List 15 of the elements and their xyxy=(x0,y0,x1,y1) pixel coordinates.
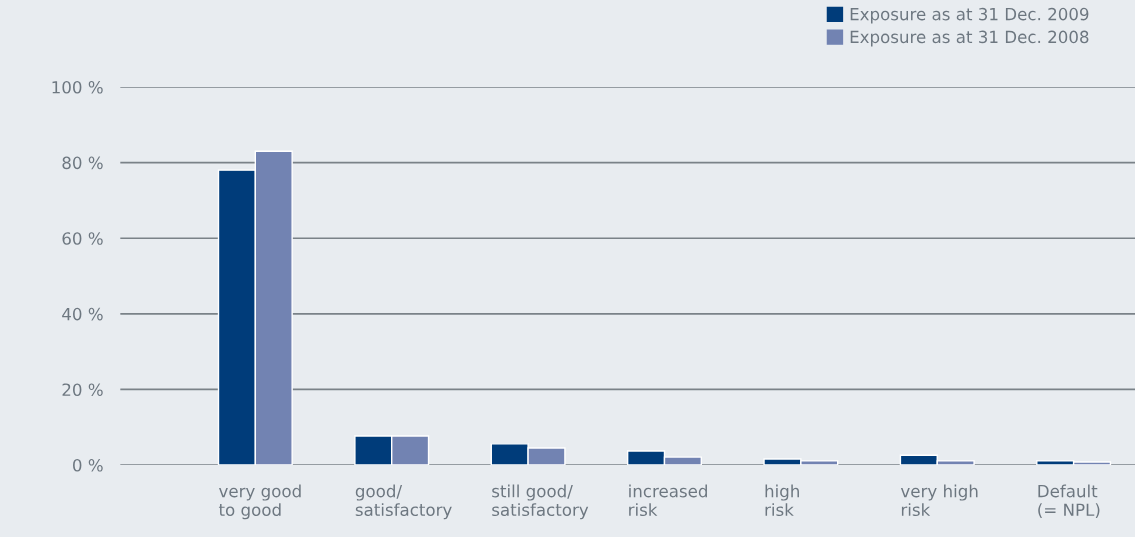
legend-label: Exposure as at 31 Dec. 2008 xyxy=(850,30,1089,47)
x-tick-label: good/ satisfactory xyxy=(355,484,452,520)
y-tick-label: 60 % xyxy=(62,232,103,245)
y-tick-label: 20 % xyxy=(62,383,103,396)
x-tick-label: very high risk xyxy=(900,484,978,517)
x-tick-label: still good/ satisfactory xyxy=(492,484,589,520)
y-tick-label: 40 % xyxy=(62,307,103,321)
y-tick-label: 100 % xyxy=(52,80,103,94)
legend-label: Exposure as at 31 Dec. 2009 xyxy=(850,7,1089,24)
y-tick-label: 80 % xyxy=(62,156,103,170)
x-tick-label: increased risk xyxy=(629,484,707,517)
x-tick-label: high risk xyxy=(765,484,799,517)
x-tick-label: very good to good xyxy=(218,484,301,520)
y-tick-label: 0 % xyxy=(73,459,103,472)
x-tick-label: Default (= NPL) xyxy=(1038,484,1100,519)
